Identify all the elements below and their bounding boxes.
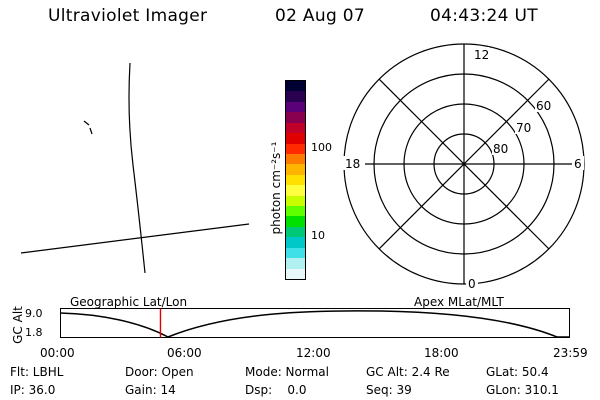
colorbar-segment (286, 247, 305, 259)
colorbar-segment (286, 91, 305, 102)
status-filter: Flt: LBHL (10, 365, 64, 379)
colorbar-segment (286, 185, 305, 196)
orbit-timeline (59, 308, 570, 338)
lat-grid-line (20, 223, 250, 254)
time-tick-2359: 23:59 (553, 346, 588, 360)
orbit-altitude-curve (59, 310, 569, 338)
instrument-title: Ultraviolet Imager (48, 6, 208, 26)
status-dsp: Dsp: 0.0 (245, 383, 307, 397)
colorbar-segment (286, 195, 305, 207)
colorbar (285, 80, 306, 280)
time-label: 04:43:24 UT (430, 6, 538, 26)
colorbar-segment (286, 143, 305, 154)
time-tick-1800: 18:00 (424, 346, 459, 360)
colorbar-tick-10: 10 (311, 229, 325, 242)
mlt-label-12: 12 (474, 48, 489, 62)
colorbar-segment (286, 226, 305, 238)
status-gc-alt: GC Alt: 2.4 Re (366, 365, 450, 379)
coast-fragment (83, 120, 93, 135)
mlt-label-6: 6 (574, 157, 582, 171)
colorbar-segment (286, 153, 305, 165)
colorbar-segment (286, 122, 305, 134)
geographic-map (20, 62, 250, 274)
mlt-label-18: 18 (345, 157, 360, 171)
colorbar-segment (286, 133, 305, 144)
time-tick-0600: 06:00 (167, 346, 202, 360)
time-tick-0000: 00:00 (40, 346, 75, 360)
y-min-label: 1.8 (25, 326, 43, 339)
colorbar-segment (286, 237, 305, 248)
lat-label-80: 80 (493, 142, 508, 156)
status-door: Door: Open (125, 365, 194, 379)
colorbar-segment (286, 216, 305, 227)
polar-plot: 12 18 6 0 60 70 80 (343, 43, 585, 291)
colorbar-segment (286, 174, 305, 186)
lat-label-60: 60 (536, 99, 551, 113)
status-glon: GLon: 310.1 (486, 383, 559, 397)
colorbar-segment (286, 101, 305, 113)
status-mode: Mode: Normal (245, 365, 329, 379)
y-axis-label: GC Alt (11, 306, 25, 344)
status-seq: Seq: 39 (366, 383, 412, 397)
status-ip: IP: 36.0 (10, 383, 56, 397)
mlt-label-0: 0 (468, 277, 476, 291)
colorbar-tick-100: 100 (311, 141, 332, 154)
colorbar-segment (286, 164, 305, 175)
lat-label-70: 70 (516, 121, 531, 135)
date-label: 02 Aug 07 (275, 6, 365, 26)
colorbar-unit-label: photon cm⁻²s⁻¹ (269, 141, 283, 235)
lon-grid-line (128, 62, 146, 274)
geographic-title: Geographic Lat/Lon (70, 295, 188, 309)
status-gain: Gain: 14 (125, 383, 176, 397)
colorbar-segment (286, 206, 305, 217)
time-tick-1200: 12:00 (296, 346, 331, 360)
colorbar-segment (286, 112, 305, 123)
y-max-label: 9.0 (25, 307, 43, 320)
colorbar-segment (286, 268, 305, 279)
colorbar-segment (286, 258, 305, 269)
colorbar-segment (286, 81, 305, 92)
status-glat: GLat: 50.4 (486, 365, 549, 379)
apex-title: Apex MLat/MLT (414, 295, 504, 309)
